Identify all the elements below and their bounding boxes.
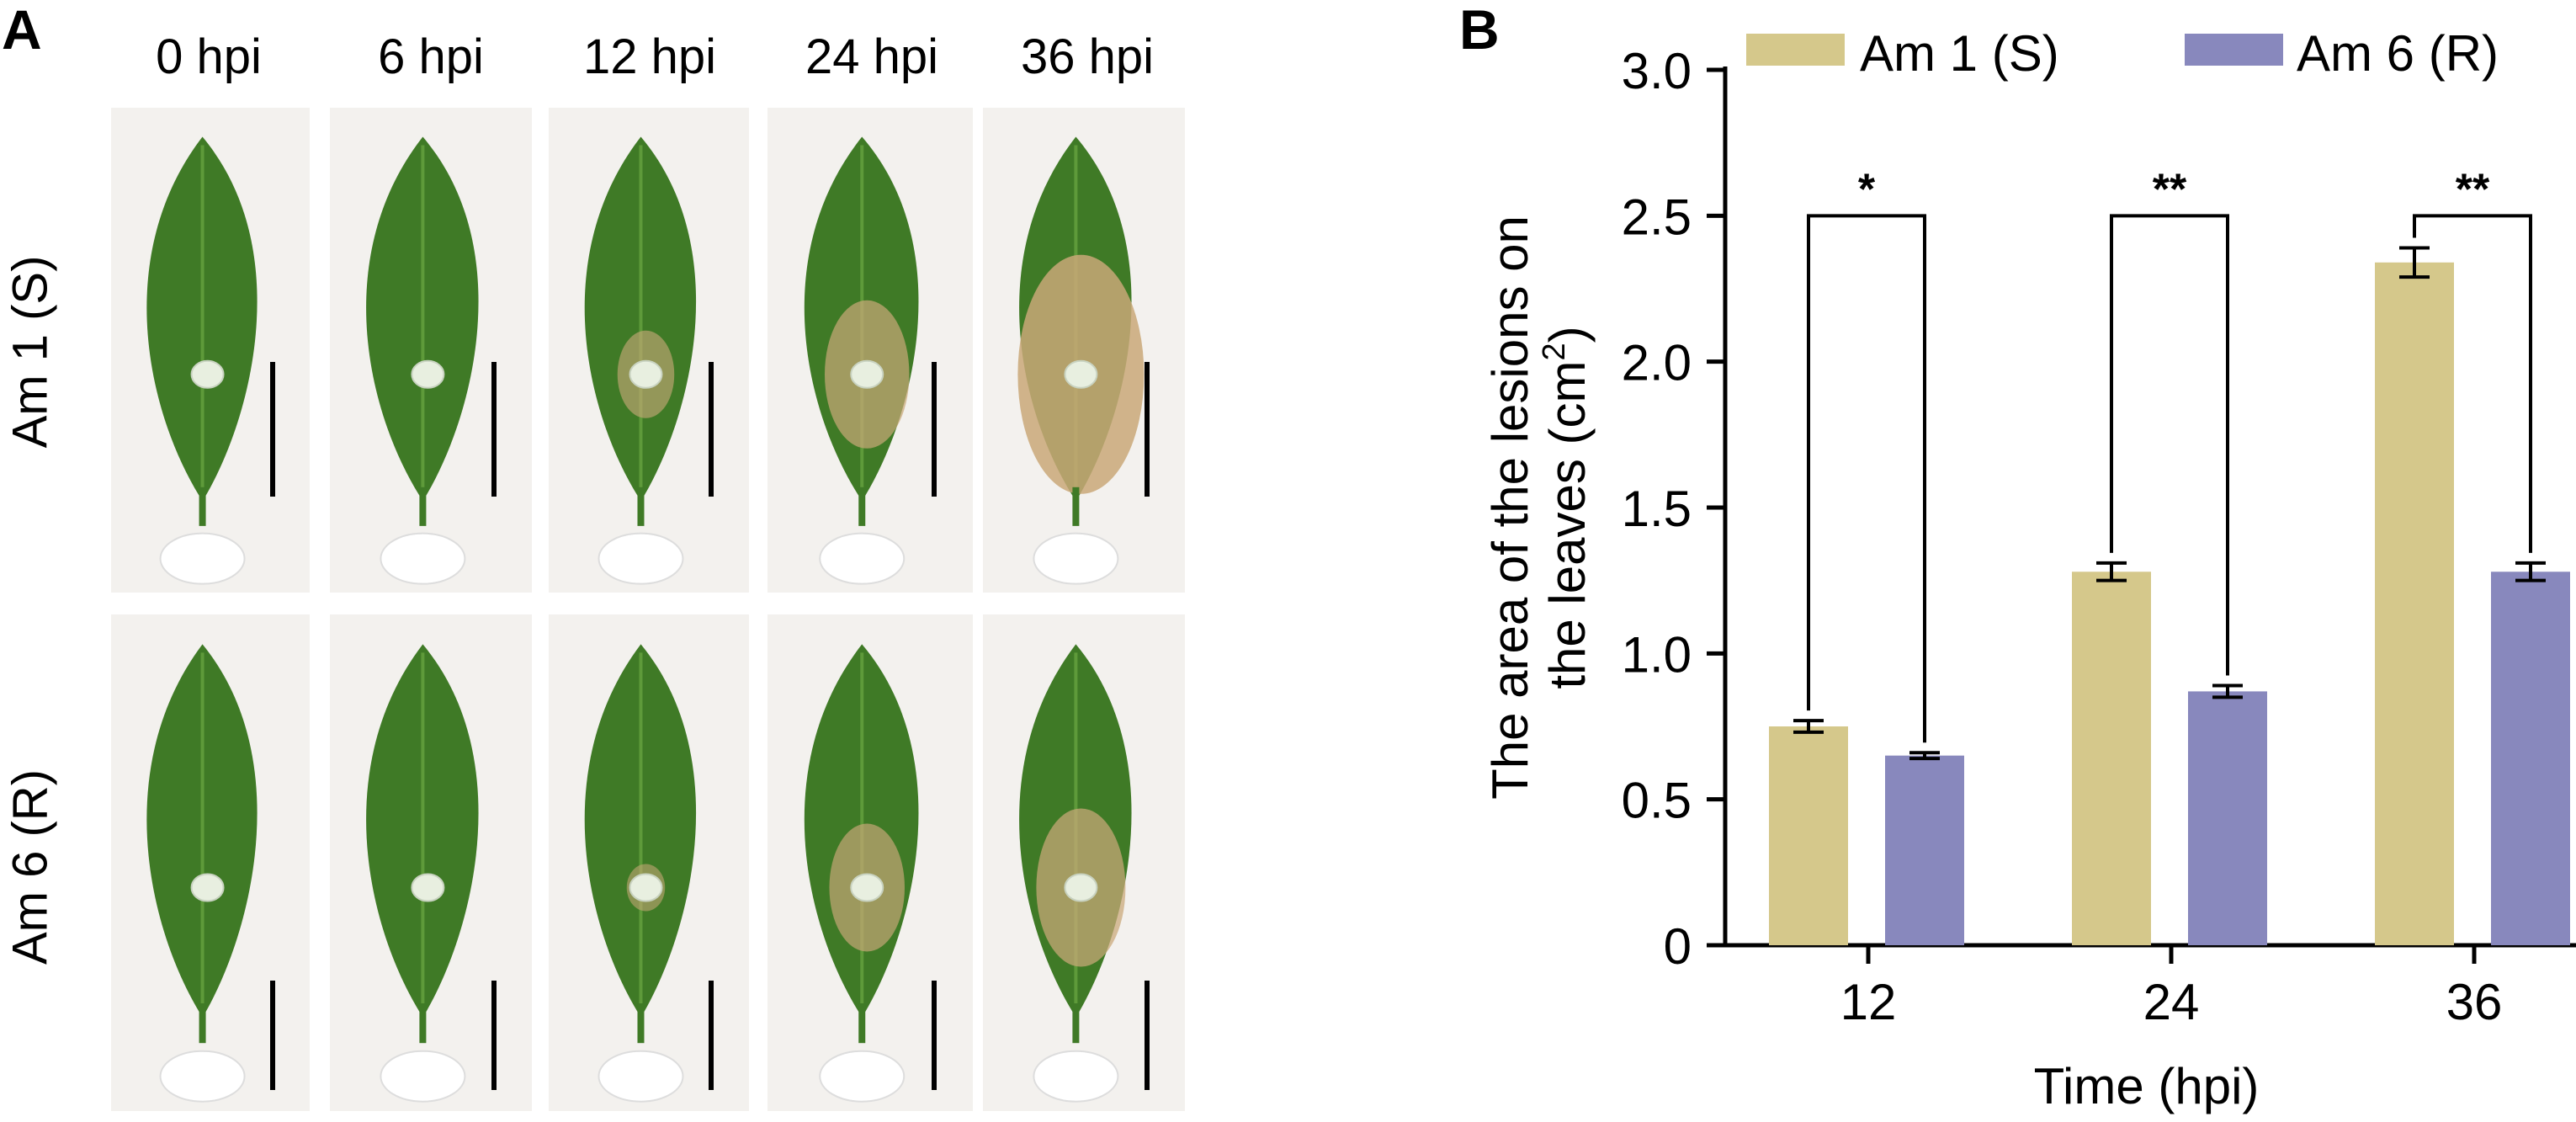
legend-label: Am 6 (R) xyxy=(2297,25,2499,82)
leaf-petiole xyxy=(1072,487,1080,526)
x-axis-title: Time (hpi) xyxy=(2034,1058,2260,1114)
y-tick-label: 3.0 xyxy=(1622,43,1692,99)
leaf-petiole xyxy=(858,1003,866,1044)
x-tick-label: 36 xyxy=(2446,974,2503,1030)
leaf-petiole xyxy=(419,487,427,526)
column-label-36hpi: 36 hpi xyxy=(1020,29,1155,84)
panel-b-letter: B xyxy=(1459,0,1500,61)
column-label-6hpi: 6 hpi xyxy=(378,29,484,84)
scale-bar xyxy=(709,362,714,497)
inoculum-droplet xyxy=(1064,359,1098,389)
inoculum-droplet xyxy=(411,359,445,389)
significance-bracket xyxy=(2413,214,2532,553)
leaf-petiole xyxy=(637,487,645,526)
cotton-ball xyxy=(1033,1050,1119,1103)
y-tick-label: 2.0 xyxy=(1622,335,1692,391)
panel-a-letter: A xyxy=(2,0,42,61)
cotton-ball xyxy=(380,532,466,585)
bar xyxy=(2375,262,2454,945)
inoculum-droplet xyxy=(190,873,225,902)
cotton-ball xyxy=(819,532,906,585)
cotton-ball xyxy=(819,1050,906,1103)
column-label-12hpi: 12 hpi xyxy=(582,29,717,84)
x-tick-label: 24 xyxy=(2143,974,2200,1030)
inoculum-droplet xyxy=(1064,873,1098,902)
legend-label: Am 1 (S) xyxy=(1860,25,2059,82)
cotton-ball xyxy=(159,1050,246,1103)
inoculum-droplet xyxy=(850,873,884,902)
scale-bar xyxy=(269,981,275,1090)
scale-bar xyxy=(269,362,275,497)
scale-bar xyxy=(932,362,937,497)
leaf-photo xyxy=(983,108,1185,593)
significance-label: ** xyxy=(2456,165,2490,214)
scale-bar xyxy=(709,981,714,1090)
y-tick-label: 0.5 xyxy=(1622,773,1692,829)
lesion-area-chart: 0 0.5 1.0 1.5 2.0 2.5 3.0 12 * 24 ** 36 ** Am 1 (S) Am… xyxy=(1482,25,2576,1114)
x-tick-label: 12 xyxy=(1840,974,1897,1030)
y-tick-label: 2.5 xyxy=(1622,189,1692,245)
significance-bracket xyxy=(1807,214,1926,743)
leaf-photo xyxy=(549,108,749,593)
leaf-petiole xyxy=(858,487,866,526)
y-axis-title-line2: the leaves (cm2) xyxy=(1537,326,1596,689)
cotton-ball xyxy=(1033,532,1119,585)
significance-label: * xyxy=(1858,165,1876,214)
y-tick-label: 1.5 xyxy=(1622,481,1692,537)
leaf-petiole xyxy=(199,1003,206,1044)
bar xyxy=(1885,755,1964,945)
bar xyxy=(2491,572,2570,945)
inoculum-droplet xyxy=(629,873,663,902)
panel-a-leaf-photos: A 0 hpi 6 hpi 12 hpi 24 hpi 36 hpi Am 1 … xyxy=(0,0,1212,1118)
leaf-petiole xyxy=(1072,1003,1080,1044)
bar xyxy=(2188,691,2267,945)
leaf-petiole xyxy=(637,1003,645,1044)
legend-swatch xyxy=(1746,34,1845,66)
cotton-ball xyxy=(598,532,684,585)
inoculum-droplet xyxy=(190,359,225,389)
y-axis-title: The area of the lesions on the leaves (cm… xyxy=(1482,215,1596,800)
panel-b-bar-chart: B 0 0.5 1.0 1.5 2.0 2.5 3.0 12 * 24 ** 36 ** Am 1 (S)… xyxy=(1431,0,2576,1118)
leaf-photo xyxy=(111,614,310,1111)
row-label-am6: Am 6 (R) xyxy=(3,769,58,965)
leaf-photo xyxy=(767,108,973,593)
leaf-photo xyxy=(330,108,532,593)
cotton-ball xyxy=(598,1050,684,1103)
leaf-petiole xyxy=(199,487,206,526)
scale-bar xyxy=(932,981,937,1090)
cotton-ball xyxy=(380,1050,466,1103)
y-tick-label: 0 xyxy=(1664,918,1692,975)
significance-label: ** xyxy=(2153,165,2187,214)
leaf-photo xyxy=(549,614,749,1111)
leaf-photo xyxy=(983,614,1185,1111)
leaf-photo xyxy=(111,108,310,593)
inoculum-droplet xyxy=(411,873,445,902)
row-label-am1: Am 1 (S) xyxy=(3,255,58,449)
leaf-photo xyxy=(767,614,973,1111)
scale-bar xyxy=(1145,981,1150,1090)
legend-swatch xyxy=(2185,34,2283,66)
bar xyxy=(2072,572,2151,945)
cotton-ball xyxy=(159,532,246,585)
y-axis-title-line1: The area of the lesions on xyxy=(1482,215,1538,800)
significance-bracket xyxy=(2110,214,2229,676)
leaf-petiole xyxy=(419,1003,427,1044)
scale-bar xyxy=(1145,362,1150,497)
column-label-24hpi: 24 hpi xyxy=(805,29,939,84)
scale-bar xyxy=(491,981,497,1090)
inoculum-droplet xyxy=(850,359,884,389)
scale-bar xyxy=(491,362,497,497)
y-tick-label: 1.0 xyxy=(1622,626,1692,683)
bar xyxy=(1769,726,1848,945)
inoculum-droplet xyxy=(629,359,663,389)
leaf-photo xyxy=(330,614,532,1111)
column-label-0hpi: 0 hpi xyxy=(156,29,262,84)
